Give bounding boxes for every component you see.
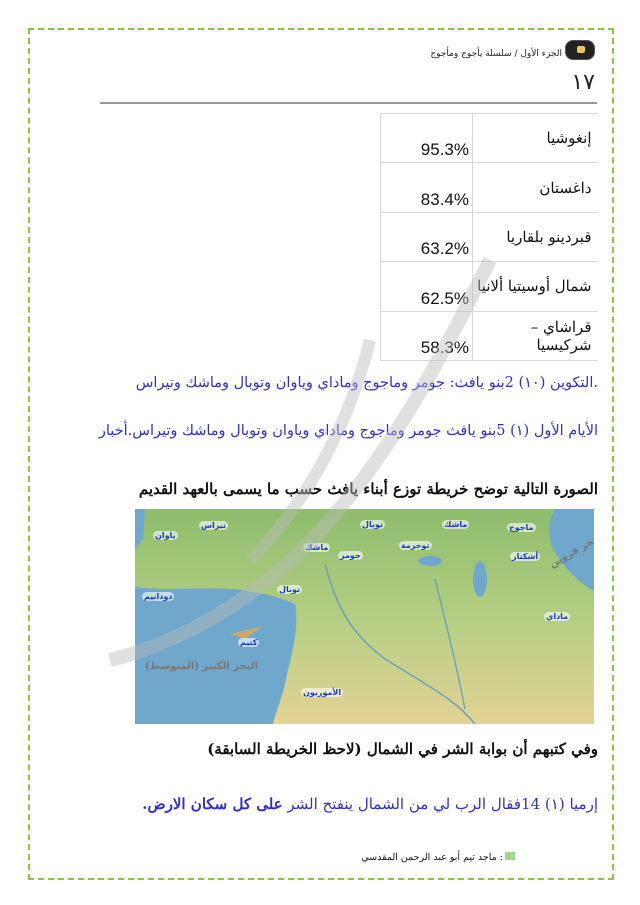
- table-value: 95.3%: [380, 112, 473, 164]
- table-row: 95.3% إنغوشيا: [380, 112, 598, 164]
- table-value: 62.5%: [380, 261, 473, 312]
- table-row: 58.3% قراشاي – شركيسيا: [380, 310, 598, 361]
- jeremiah-verse: إرميا (١) 14فقال الرب لي من الشمال ينفتح…: [142, 795, 598, 813]
- page-border: [28, 28, 614, 880]
- map-caption: الصورة التالية توضح خريطة توزع أبناء ياف…: [138, 480, 598, 498]
- map-label: دودانيم: [142, 592, 175, 601]
- map-label: تيراس: [199, 521, 229, 530]
- map-label: ياوان: [153, 531, 178, 540]
- map-label: توبال: [277, 585, 302, 594]
- table-region: قراشاي – شركيسيا: [472, 310, 598, 361]
- author-signature: : ماجد تيم أبو عبد الرحمن المقدسي: [361, 852, 515, 863]
- table-row: 83.4% داغستان: [380, 162, 598, 213]
- percentage-table: 95.3% إنغوشيا 83.4% داغستان 63.2% قبردينو ب…: [380, 112, 598, 361]
- genesis-verse: .التكوين (١٠) 2بنو يافث: جومر وماجوج وما…: [135, 375, 598, 391]
- map-label: ماشك: [303, 543, 331, 552]
- map-label: ماداي: [544, 612, 571, 621]
- series-logo: [565, 40, 595, 60]
- table-value: 83.4%: [380, 162, 473, 213]
- table-region: إنغوشيا: [472, 112, 598, 164]
- map-label: جومر: [338, 551, 363, 560]
- map-image: ياوان تيراس توبال ماشك ماجوج ماشك توجرمة…: [135, 509, 594, 724]
- map-label: ماشك: [442, 520, 470, 529]
- table-region: قبردينو بلقاريا: [472, 211, 598, 263]
- map-label: توجرمة: [399, 541, 432, 550]
- page-number: ١٧: [571, 70, 595, 95]
- north-heading: وفي كتبهم أن بوابة الشر في الشمال (لاحظ …: [207, 740, 598, 758]
- table-value: 58.3%: [380, 310, 473, 361]
- pen-icon: [505, 852, 515, 860]
- table-value: 63.2%: [380, 211, 473, 263]
- table-region: شمال أوسيتيا ألانيا: [472, 261, 598, 312]
- chronicles-verse: الأيام الأول (١) 5بنو يافث جومر وماجوج و…: [98, 423, 598, 439]
- map-label: أشكناز: [510, 552, 541, 561]
- table-row: 63.2% قبردينو بلقاريا: [380, 211, 598, 263]
- mediterranean-label: البحر الكبير (المتوسط): [145, 661, 258, 672]
- map-label: كتيم: [238, 638, 260, 647]
- table-region: داغستان: [472, 162, 598, 213]
- map-label: الأموريون: [301, 688, 344, 697]
- series-title: الجزء الأول / سلسلة يأجوج ومأجوج: [430, 49, 562, 59]
- jeremiah-bold: على كل سكان الارض.: [142, 795, 283, 813]
- map-label: ماجوج: [507, 523, 536, 532]
- header-divider: [100, 102, 597, 104]
- table-row: 62.5% شمال أوسيتيا ألانيا: [380, 261, 598, 312]
- author-name: : ماجد تيم أبو عبد الرحمن المقدسي: [361, 852, 503, 863]
- map-label: توبال: [360, 520, 385, 529]
- jeremiah-text: إرميا (١) 14فقال الرب لي من الشمال ينفتح…: [282, 795, 598, 813]
